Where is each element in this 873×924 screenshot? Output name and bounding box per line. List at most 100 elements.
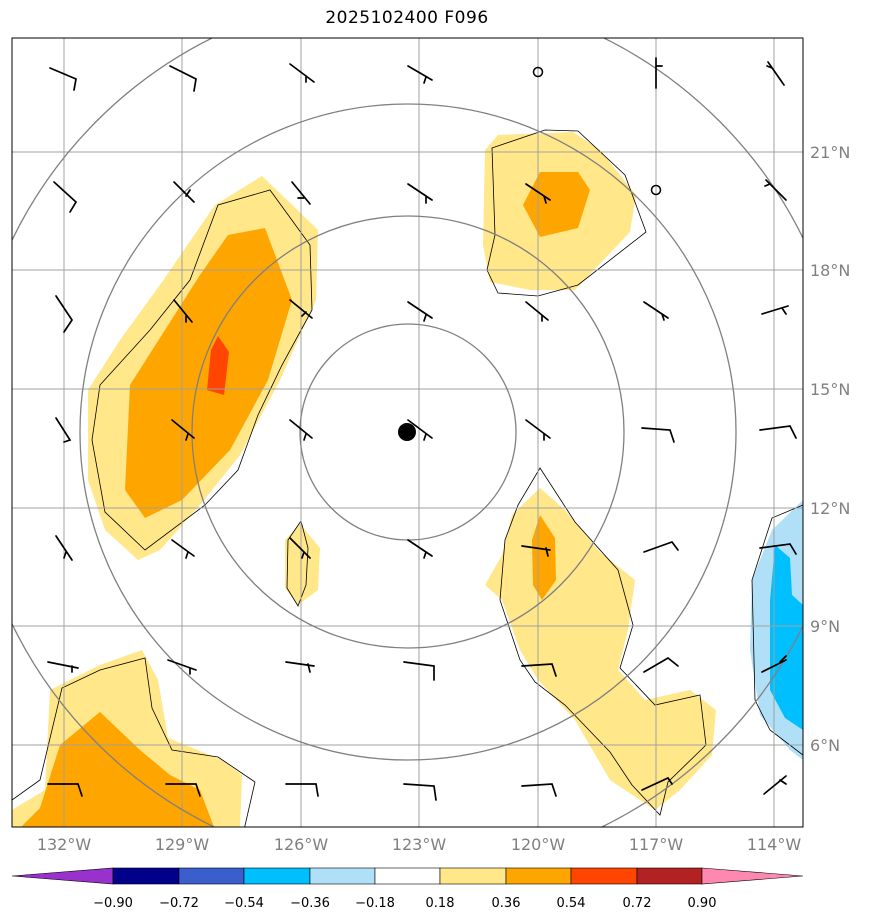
wind-barb: [55, 417, 72, 443]
fill-blob-ne-orange: [523, 172, 590, 237]
wind-barb: [407, 539, 433, 559]
fill-sw-orange: [21, 712, 214, 827]
wind-barb: [289, 63, 315, 83]
wind-barb: [403, 783, 437, 801]
wind-barb: [763, 775, 787, 795]
wind-barb: [173, 299, 193, 323]
colorbar-segment: [374, 867, 441, 885]
contour-fills: [12, 132, 803, 827]
plot-frame: [11, 37, 804, 828]
wind-barb: [285, 783, 319, 797]
wind-barb: [169, 65, 197, 92]
colorbar-ticks: −0.90 −0.72 −0.54 −0.36 −0.18 0.18 0.36 …: [93, 896, 716, 911]
wind-barb: [47, 661, 79, 673]
wind-barb: [171, 419, 195, 441]
lat-labels: 21°N 18°N 15°N 12°N 9°N 6°N: [810, 143, 850, 755]
wind-barb: [521, 783, 557, 797]
fill-band-se-yellow: [485, 488, 716, 810]
range-ring-2: [191, 215, 625, 649]
fill-blob-center-yellow: [285, 524, 320, 605]
lat-label: 12°N: [810, 499, 850, 518]
colorbar-segment: [636, 867, 703, 885]
wind-barb: [643, 656, 679, 673]
wind-barb: [407, 301, 433, 322]
colorbar-segment: [570, 867, 638, 885]
colorbar-tick-label: 0.54: [557, 896, 586, 911]
wind-calm-marker: [650, 184, 662, 196]
lat-label: 21°N: [810, 143, 850, 162]
colorbar-tick-label: −0.36: [290, 896, 330, 911]
wind-barb: [55, 295, 74, 333]
wind-barb: [655, 57, 663, 89]
lat-label: 18°N: [810, 261, 850, 280]
wind-barb: [167, 659, 197, 675]
contour-line-east: [751, 504, 803, 756]
contour-line-se: [499, 467, 707, 816]
wind-barb: [55, 535, 73, 561]
colorbar-extend-high: [701, 867, 804, 885]
wind-barb: [285, 661, 315, 673]
colorbar: [11, 867, 804, 885]
lon-label: 117°W: [629, 835, 684, 854]
wind-barb: [521, 545, 551, 557]
wind-barbs: [47, 57, 797, 801]
contour-line-nw: [91, 189, 313, 551]
wind-barb: [171, 539, 195, 559]
lon-label: 132°W: [37, 835, 92, 854]
wind-barb: [766, 61, 785, 86]
wind-barb: [47, 783, 83, 797]
wind-barb: [761, 655, 787, 673]
wind-barb: [407, 183, 433, 204]
lat-label: 6°N: [810, 736, 840, 755]
fill-band-nw-orange: [125, 228, 292, 518]
map-title: 2025102400 F096: [325, 8, 489, 28]
wind-barb: [759, 543, 797, 555]
contour-line-sw: [12, 657, 256, 827]
wind-barb: [764, 179, 787, 201]
wind-barb: [643, 540, 679, 553]
wind-barb: [403, 661, 435, 681]
fill-east-cyan: [770, 545, 803, 730]
lon-label: 114°W: [747, 835, 802, 854]
colorbar-tick-label: 0.18: [426, 896, 455, 911]
wind-barb: [641, 427, 675, 443]
wind-barb: [643, 301, 669, 321]
graticule: [12, 38, 803, 827]
colorbar-segment: [309, 867, 376, 885]
colorbar-segment: [178, 867, 245, 885]
storm-center-dot: [398, 423, 416, 441]
wind-calm-marker: [532, 66, 544, 78]
colorbar-tick-label: 0.72: [623, 896, 652, 911]
colorbar-tick-label: 0.36: [492, 896, 521, 911]
wind-barb: [289, 299, 313, 319]
lon-label: 126°W: [274, 835, 329, 854]
colorbar-segment: [112, 867, 180, 885]
colorbar-tick-label: −0.54: [224, 896, 264, 911]
wind-barb: [525, 301, 549, 322]
wind-barb: [49, 67, 77, 91]
lat-label: 9°N: [810, 617, 840, 636]
lon-label: 123°W: [392, 835, 447, 854]
wind-barb: [525, 183, 551, 204]
contour-line-ne: [486, 129, 647, 297]
contour-lines: [12, 129, 803, 827]
wind-barb: [165, 783, 201, 797]
wind-barb: [641, 776, 673, 791]
colorbar-segment: [439, 867, 507, 885]
wind-barb: [525, 419, 551, 441]
wind-barb: [407, 65, 433, 84]
lon-label: 120°W: [511, 835, 566, 854]
range-ring-3: [79, 103, 737, 761]
wind-barb: [761, 305, 789, 315]
wind-barb: [521, 663, 557, 677]
lat-label: 15°N: [810, 380, 850, 399]
fill-band-nw-red: [207, 336, 229, 395]
wind-barb: [289, 419, 313, 441]
colorbar-segment: [243, 867, 311, 885]
wind-barb: [173, 181, 195, 203]
colorbar-tick-label: −0.72: [159, 896, 199, 911]
colorbar-segment: [505, 867, 572, 885]
colorbar-tick-label: −0.90: [93, 896, 133, 911]
contour-line-center: [286, 520, 309, 607]
